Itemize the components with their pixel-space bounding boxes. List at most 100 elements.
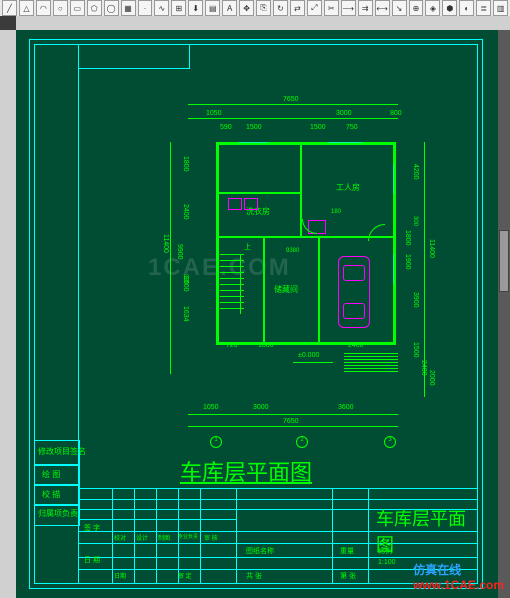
tool-rotate-icon[interactable]: ↻ [273,0,288,16]
footer-branding: 仿真在线 www.1CAE.com [413,561,504,592]
drawing-area: 1CAE.COM 7650 1050 3000 800 590 1500 150… [78,44,478,474]
label-up: 上 [244,242,251,252]
tb-h0: 校对 [114,533,126,542]
dimline-left [170,142,171,374]
dimline-right [424,142,425,397]
tool-point-icon[interactable]: · [138,0,153,16]
brand-url: www.1CAE.com [413,578,504,592]
dim-b2: 3000 [253,404,269,411]
tool-block-icon[interactable]: ⊞ [171,0,186,16]
dim-r4: 1900 [404,254,411,270]
tb-title-text: 车库层平面图 [376,505,478,557]
dim-i2: 720 [226,342,238,349]
dim-b1: 1050 [203,404,219,411]
vertical-scrollbar[interactable] [498,30,510,598]
tool-leader-icon[interactable]: ↘ [392,0,407,16]
tool-line-icon[interactable]: ╱ [2,0,17,16]
label-storage: 储藏间 [274,284,298,295]
side-label-4: 归属项负责 [38,508,78,519]
car-outline [338,256,370,328]
tool-props-icon[interactable]: ▥ [493,0,508,16]
floorplan: 洗衣房 工人房 储藏间 上 [188,124,398,354]
tb-h6: 审 定 [178,571,192,580]
side-label-3: 校 描 [42,489,60,500]
tool-ellipse-icon[interactable]: ◯ [104,0,119,16]
dimline-top2 [188,118,398,119]
dim-i3: 1800 [258,342,274,349]
tool-3d-icon[interactable]: ⬢ [442,0,457,16]
dimline-bottom2 [188,426,398,427]
dim-l1: 9900 [176,244,183,260]
dim-l6: 350 [182,274,188,284]
dim-i1: 180 [331,209,341,215]
brand-cn: 仿真在线 [413,563,461,577]
cad-toolbar: ╱ △ ◠ ○ ▭ ⬠ ◯ ▦ · ∿ ⊞ ⬇ ▤ A ✥ ⎘ ↻ ⇄ ⤢ ✂ … [0,0,510,16]
tb-h4: 审 核 [204,533,218,542]
dim-l4: 2400 [182,204,189,220]
drawing-canvas[interactable]: 修改项目签名 绘 图 校 描 归属项负责 1CAE.COM 7650 1050 … [16,30,510,598]
drawing-title: 车库层平面图 [180,455,312,487]
tool-mirror-icon[interactable]: ⇄ [290,0,305,16]
wall-w [216,142,219,345]
dim-r1: 4200 [412,164,419,180]
wall-laundry-s [216,192,302,194]
tb-sign: 签 字 [84,523,100,533]
tool-dim-icon[interactable]: ⟷ [375,0,390,16]
window-e1 [393,164,394,194]
dim-top-overall: 7650 [283,96,299,103]
tool-polygon-icon[interactable]: ⬠ [87,0,102,16]
label-worker: 工人房 [336,182,360,193]
tool-insert-icon[interactable]: ⬇ [188,0,203,16]
ramp-hatch [344,352,398,372]
tool-circle-icon[interactable]: ○ [53,0,68,16]
horizontal-ruler [16,16,510,30]
tool-copy-icon[interactable]: ⎘ [256,0,271,16]
appliance-2 [244,198,258,210]
scrollbar-thumb[interactable] [499,230,509,292]
tool-extend-icon[interactable]: ⟶ [341,0,356,16]
tb-h5: 日期 [114,571,126,580]
tool-move-icon[interactable]: ✥ [239,0,254,16]
tb-c3: 共 张 [246,571,262,581]
window-e2 [393,254,394,284]
vertical-ruler [0,30,16,598]
axis-bubble: 1 [210,436,222,448]
tool-table-icon[interactable]: ▤ [205,0,220,16]
dim-r7: 2400 [420,360,427,376]
tool-text-icon[interactable]: A [222,0,237,16]
dim-t1: 1050 [206,110,222,117]
wall-garage-w [318,236,320,343]
tb-h1: 设计 [136,533,148,542]
dim-r5: 3900 [412,292,419,308]
dimline-bottom [188,414,398,415]
tool-layer-icon[interactable]: ≣ [476,0,491,16]
tool-render-icon[interactable]: ◐ [459,0,474,16]
dim-i5: 9380 [286,248,299,254]
dim-r3: 1800 [404,230,411,246]
axis-bubble: 3 [384,436,396,448]
wall-s [216,342,396,345]
tool-scale-icon[interactable]: ⤢ [307,0,322,16]
dimline-top [188,104,398,105]
tb-date: 日 期 [84,555,100,565]
tool-view-icon[interactable]: ◈ [425,0,440,16]
dim-b-overall: 7650 [283,418,299,425]
tool-hatch-icon[interactable]: ▦ [121,0,136,16]
tool-spline-icon[interactable]: ∿ [154,0,169,16]
tool-trim-icon[interactable]: ✂ [324,0,339,16]
door-1 [302,219,317,234]
tool-arc-icon[interactable]: ◠ [36,0,51,16]
dim-r2: 300 [412,216,418,226]
dim-i4: 2400 [348,342,364,349]
door-2 [368,224,385,241]
tool-ucs-icon[interactable]: ⊕ [409,0,424,16]
tb-h3: 专业负责 [178,533,198,540]
tool-offset-icon[interactable]: ⇉ [358,0,373,16]
stairs [220,254,260,324]
dim-r-overall: 11400 [428,239,435,258]
window-n2 [328,142,363,143]
drawing-sheet: 修改项目签名 绘 图 校 描 归属项负责 1CAE.COM 7650 1050 … [30,40,482,588]
tool-rect-icon[interactable]: ▭ [70,0,85,16]
side-label-2: 绘 图 [42,469,60,480]
tool-polyline-icon[interactable]: △ [19,0,34,16]
